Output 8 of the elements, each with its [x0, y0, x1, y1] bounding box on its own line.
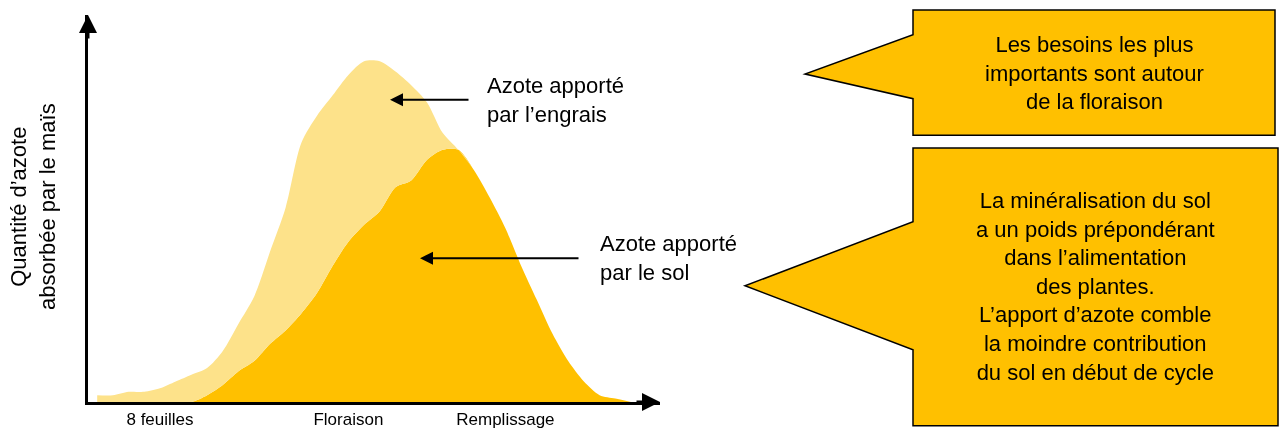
x-tick-label: Floraison — [313, 410, 384, 430]
y-axis-title: Quantité d’azote absorbée par le maïs — [5, 103, 60, 311]
series-label: Azote apporté par l’engrais — [487, 73, 624, 127]
text: Les besoins les plus importants sont autour de la floraison — [985, 32, 1204, 115]
x-tick-label: 8 feuilles — [126, 410, 194, 430]
x-tick-label: Remplissage — [456, 410, 555, 430]
text: La minéralisation du sol a un poids prépondérant dans l’alimentation des plantes. L’apport d’azote comble la moindre contribution du sol en début de cycle — [976, 188, 1215, 385]
text: Azote apporté par le sol — [600, 231, 737, 285]
